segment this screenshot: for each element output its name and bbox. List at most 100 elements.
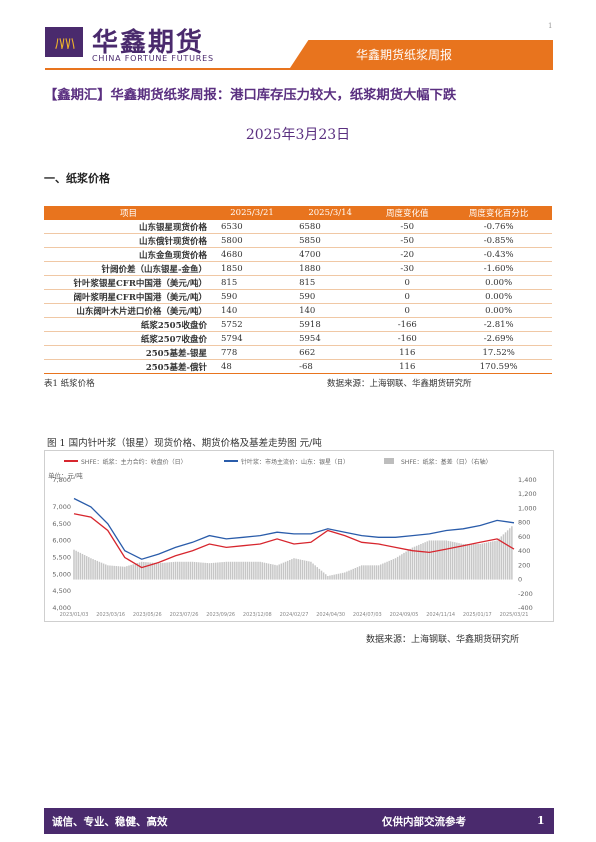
table-cell: -0.76%: [445, 220, 552, 234]
legend-label: 针叶浆：市场主流价：山东：银星（日）: [241, 458, 349, 466]
basis-bar: [379, 564, 382, 580]
basis-bar: [77, 551, 79, 580]
basis-bar: [96, 560, 99, 580]
basis-bar: [172, 561, 175, 580]
basis-bar: [502, 534, 505, 580]
basis-bar: [170, 562, 173, 580]
x-tick: 2023/12/08: [243, 612, 272, 618]
table-cell: -2.69%: [445, 331, 552, 346]
table-cell: 4700: [291, 247, 370, 262]
basis-bar: [183, 561, 185, 580]
basis-bar: [322, 572, 325, 580]
y-right-tick: -400: [518, 604, 533, 612]
table-cell: 48: [213, 359, 292, 374]
basis-bar: [85, 556, 88, 580]
basis-bar: [88, 557, 90, 580]
basis-bar: [333, 574, 335, 580]
basis-bar: [151, 562, 154, 580]
basis-bar: [248, 561, 251, 580]
basis-bar: [506, 530, 509, 580]
basis-bar: [229, 561, 232, 580]
basis-bar: [468, 544, 471, 580]
basis-bar: [496, 540, 498, 580]
table-header-cell: 周度变化值: [369, 206, 446, 220]
table-caption: 表1 纸浆价格: [44, 379, 95, 389]
basis-bar: [439, 540, 441, 580]
company-logo-name: 华鑫期货: [92, 28, 205, 58]
basis-bar: [314, 565, 316, 580]
basis-bar: [181, 561, 183, 580]
basis-bar: [231, 561, 234, 580]
y-right-tick: 800: [518, 519, 530, 527]
row-label: 阔叶浆明星CFR中国港（美元/吨）: [44, 289, 213, 304]
basis-bar: [394, 558, 397, 580]
basis-bar: [305, 560, 308, 580]
report-title: 【鑫期汇】华鑫期货纸浆周报：港口库存压力较大，纸浆期货大幅下跌: [44, 88, 457, 103]
legend-label: SHFE：纸浆：基差（日）（右轴）: [401, 458, 492, 466]
basis-bar: [375, 565, 378, 580]
basis-bar: [454, 542, 456, 580]
x-tick: 2024/07/03: [353, 612, 382, 618]
basis-bar: [185, 561, 187, 580]
basis-chart: SHFE：纸浆：主力合约：收盘价（日） 针叶浆：市场主流价：山东：银星（日） SHF…: [44, 450, 554, 622]
basis-bar: [130, 564, 132, 580]
basis-bar: [132, 564, 134, 580]
row-label: 纸浆2505收盘价: [44, 317, 213, 332]
table-source: 数据来源：上海钢联、华鑫期货研究所: [327, 379, 472, 389]
basis-bar: [354, 568, 357, 580]
basis-bar: [257, 561, 259, 580]
basis-bar: [466, 544, 469, 580]
basis-bar: [316, 567, 319, 580]
basis-bar: [286, 560, 289, 580]
x-tick: 2023/05/26: [133, 612, 162, 618]
table-cell: 1880: [291, 261, 370, 276]
x-tick: 2024/09/05: [390, 612, 419, 618]
table-cell: -160: [369, 331, 446, 346]
basis-bar: [117, 566, 120, 580]
basis-bar: [348, 570, 350, 580]
basis-bar: [240, 561, 242, 580]
figure-source: 数据来源：上海钢联、华鑫期货研究所: [366, 635, 520, 645]
basis-bar: [115, 566, 118, 580]
table-cell: 5752: [213, 317, 292, 332]
basis-bar: [166, 562, 168, 580]
x-tick: 2024/02/27: [280, 612, 309, 618]
basis-bar: [291, 559, 293, 580]
y-right-tick: 400: [518, 547, 530, 555]
basis-bar: [136, 563, 139, 580]
basis-bar: [90, 558, 92, 580]
basis-bar: [255, 561, 257, 580]
basis-bar: [272, 564, 274, 580]
basis-bar: [413, 546, 416, 580]
table-cell: 140: [213, 303, 292, 318]
x-tick: 2024/04/30: [316, 612, 345, 618]
basis-bar: [198, 562, 200, 580]
basis-bar: [479, 544, 481, 580]
basis-bar: [261, 562, 264, 580]
row-label: 针叶浆银星CFR中国港（美元/吨）: [44, 275, 213, 290]
basis-bar: [415, 545, 418, 580]
basis-bar: [441, 540, 443, 580]
basis-bar: [356, 567, 359, 580]
basis-bar: [102, 563, 105, 580]
table-row: 山东银星现货价格 6530 6580 -50 -0.76%: [44, 220, 552, 234]
row-label: 山东阔叶木片进口价格（美元/吨）: [44, 303, 213, 318]
table-cell: 0: [369, 303, 446, 318]
basis-bar: [293, 558, 295, 580]
table-cell: -166: [369, 317, 446, 332]
basis-bar: [358, 566, 361, 580]
table-cell: -68: [291, 359, 370, 374]
table-row: 针叶浆银星CFR中国港（美元/吨） 815 815 0 0.00%: [44, 275, 552, 290]
basis-bar: [388, 560, 390, 580]
basis-bar: [308, 561, 310, 580]
basis-bar: [189, 561, 192, 580]
basis-bar: [92, 559, 94, 580]
basis-bar: [470, 544, 473, 580]
basis-bar: [377, 565, 380, 580]
basis-bar: [346, 571, 348, 580]
basis-bar: [511, 526, 513, 580]
basis-bar: [449, 541, 452, 580]
table-cell: 4680: [213, 247, 292, 262]
table-cell: 590: [213, 289, 292, 304]
table-cell: 0.00%: [445, 303, 552, 318]
